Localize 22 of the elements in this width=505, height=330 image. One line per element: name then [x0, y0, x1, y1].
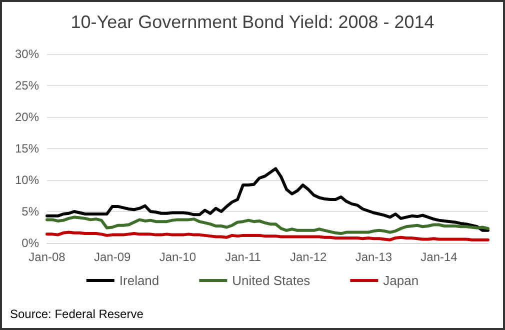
legend-label: United States: [232, 273, 311, 288]
x-tick-label: Jan-14: [420, 250, 458, 264]
x-tick-label: Jan-09: [94, 250, 131, 264]
y-tick-label: 5%: [22, 204, 40, 218]
source-note: Source: Federal Reserve: [10, 307, 144, 321]
x-tick-label: Jan-11: [225, 250, 262, 264]
line-series: [46, 216, 490, 236]
chart-title: 10-Year Government Bond Yield: 2008 - 2014: [70, 12, 434, 32]
y-tick-label: 15%: [14, 142, 40, 156]
legend-label: Japan: [383, 273, 419, 288]
line-series: [46, 167, 490, 232]
y-tick-label: 10%: [14, 173, 40, 187]
x-tick-label: Jan-13: [355, 250, 392, 264]
legend-label: Ireland: [119, 273, 160, 288]
y-tick-label: 20%: [14, 110, 40, 124]
y-tick-label: 30%: [14, 47, 40, 61]
y-tick-label: 25%: [14, 78, 40, 92]
line-series: [46, 230, 490, 242]
y-tick-label: 0%: [22, 236, 40, 250]
x-tick-label: Jan-12: [290, 250, 327, 264]
x-tick-label: Jan-10: [159, 250, 196, 264]
x-tick-label: Jan-08: [28, 250, 66, 264]
